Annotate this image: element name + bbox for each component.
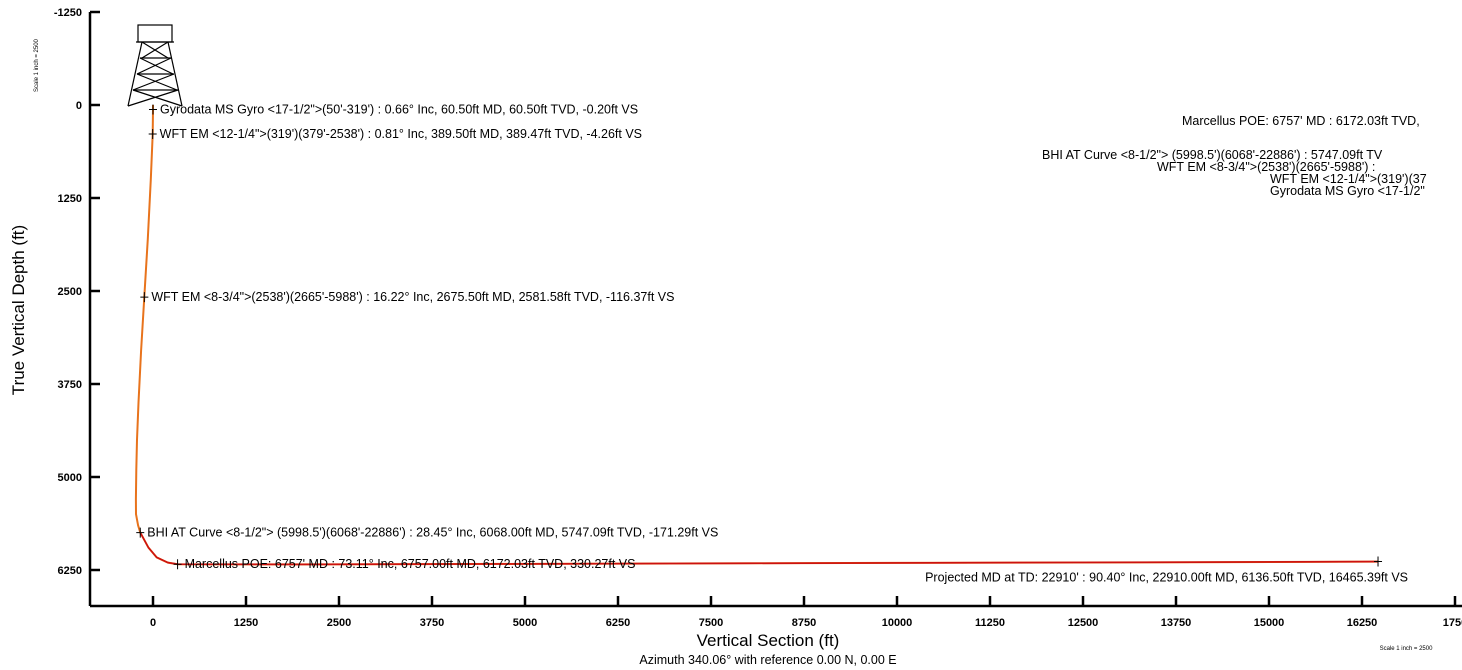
- scale-note-left: Scale 1 inch = 2500: [34, 38, 40, 92]
- trajectory-line-2: [139, 532, 1379, 566]
- survey-marker: [148, 104, 157, 115]
- x-axis-label: Vertical Section (ft): [697, 631, 840, 650]
- scale-note-right: Scale 1 inch = 2500: [1380, 646, 1434, 652]
- x-tick-label: 5000: [513, 617, 537, 629]
- x-tick-label: 6250: [606, 617, 630, 629]
- x-ticks: 0 1250 2500 3750 5000 6250 7500 8750 10000 11250 1…: [150, 596, 1462, 629]
- y-tick-label: 3750: [58, 379, 82, 391]
- survey-annotation: Projected MD at TD: 22910' : 90.40° Inc,…: [925, 571, 1408, 585]
- y-tick-label: 0: [76, 100, 82, 112]
- legend-entry: WFT EM <12-1/4">(319')(37: [1270, 172, 1427, 186]
- survey-marker: [1374, 556, 1383, 567]
- y-axis-label: True Vertical Depth (ft): [9, 225, 28, 395]
- drilling-rig-icon: [127, 24, 183, 107]
- trajectory-series: [134, 105, 1379, 566]
- survey-marker: [136, 527, 145, 538]
- legend-entry: Gyrodata MS Gyro <17-1/2": [1270, 184, 1425, 198]
- x-tick-label: 1750: [1443, 617, 1462, 629]
- azimuth-subtitle: Azimuth 340.06° with reference 0.00 N, 0…: [639, 653, 896, 667]
- x-tick-label: 10000: [882, 617, 913, 629]
- annotation-labels: Gyrodata MS Gyro <17-1/2">(50'-319') : 0…: [147, 103, 1408, 585]
- survey-marker: [140, 292, 149, 303]
- x-tick-label: 13750: [1161, 617, 1192, 629]
- survey-annotation: BHI AT Curve <8-1/2"> (5998.5')(6068'-22…: [147, 526, 718, 540]
- x-tick-label: 7500: [699, 617, 723, 629]
- x-tick-label: 8750: [792, 617, 816, 629]
- legend-entry: Marcellus POE: 6757' MD : 6172.03ft TVD,: [1182, 114, 1420, 128]
- x-tick-label: 12500: [1068, 617, 1099, 629]
- x-tick-label: 15000: [1254, 617, 1285, 629]
- x-tick-label: 1250: [234, 617, 258, 629]
- y-tick-label: 5000: [58, 472, 82, 484]
- survey-annotation: Marcellus POE: 6757' MD : 73.11° Inc, 67…: [185, 557, 636, 571]
- x-tick-label: 0: [150, 617, 156, 629]
- x-tick-label: 2500: [327, 617, 351, 629]
- survey-markers: [136, 104, 1383, 570]
- legend-entry: BHI AT Curve <8-1/2"> (5998.5')(6068'-22…: [1042, 148, 1383, 162]
- x-tick-label: 16250: [1347, 617, 1378, 629]
- survey-annotation: WFT EM <12-1/4">(319')(379'-2538') : 0.8…: [160, 127, 642, 141]
- y-tick-label: -1250: [54, 7, 82, 19]
- survey-marker: [148, 128, 157, 139]
- x-tick-label: 3750: [420, 617, 444, 629]
- survey-annotation: Gyrodata MS Gyro <17-1/2">(50'-319') : 0…: [160, 103, 638, 117]
- y-tick-label: 1250: [58, 193, 82, 205]
- survey-marker: [173, 559, 182, 570]
- y-tick-label: 6250: [58, 565, 82, 577]
- survey-annotation: WFT EM <8-3/4">(2538')(2665'-5988') : 16…: [151, 290, 674, 304]
- section-legend: Marcellus POE: 6757' MD : 6172.03ft TVD,…: [1042, 114, 1427, 198]
- y-ticks: -1250 0 1250 2500 3750 5000 6250: [54, 7, 100, 577]
- legend-entry: WFT EM <8-3/4">(2538')(2665'-5988') :: [1157, 160, 1375, 174]
- y-tick-label: 2500: [58, 286, 82, 298]
- x-tick-label: 11250: [975, 617, 1005, 629]
